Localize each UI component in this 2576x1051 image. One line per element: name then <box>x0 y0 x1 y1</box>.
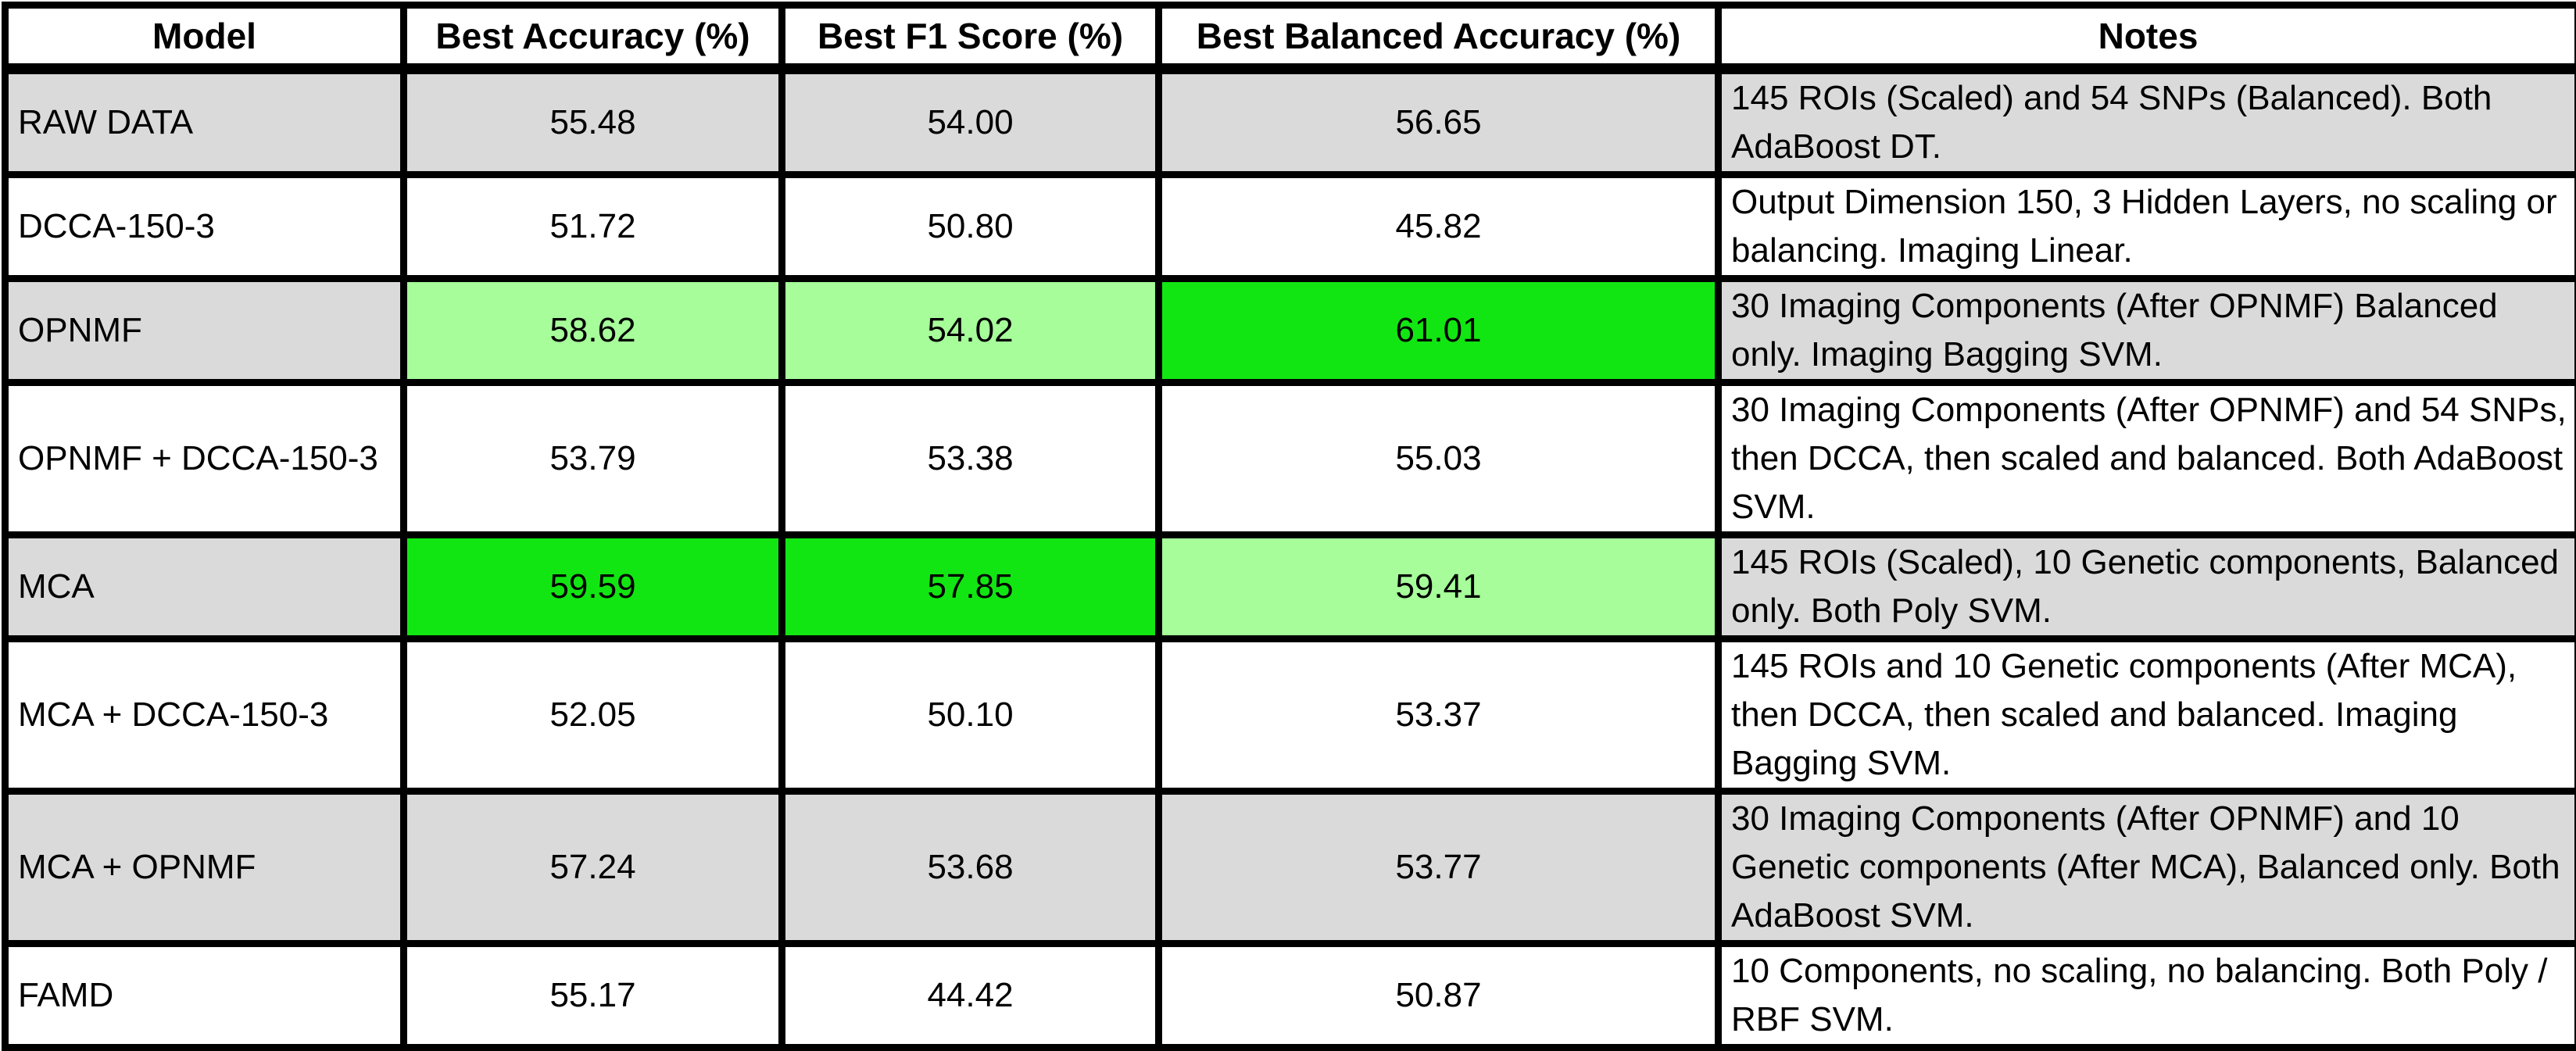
table-header: Model Best Accuracy (%) Best F1 Score (%… <box>5 5 2576 70</box>
f1-cell: 54.02 <box>782 279 1159 383</box>
f1-cell: 57.85 <box>782 535 1159 639</box>
f1-cell: 54.00 <box>782 69 1159 175</box>
notes-cell: 30 Imaging Components (After OPNMF) and … <box>1719 383 2576 535</box>
accuracy-cell: 58.62 <box>404 279 782 383</box>
notes-cell: 145 ROIs (Scaled), 10 Genetic components… <box>1719 535 2576 639</box>
notes-cell: 10 Components, no scaling, no balancing.… <box>1719 944 2576 1048</box>
f1-cell: 53.38 <box>782 383 1159 535</box>
balanced-accuracy-cell: 59.41 <box>1159 535 1719 639</box>
f1-cell: 53.68 <box>782 792 1159 944</box>
model-cell: OPNMF <box>5 279 404 383</box>
accuracy-cell: 59.59 <box>404 535 782 639</box>
header-model: Model <box>5 5 404 70</box>
notes-cell: 145 ROIs and 10 Genetic components (Afte… <box>1719 639 2576 792</box>
model-cell: FAMD <box>5 944 404 1048</box>
balanced-accuracy-cell: 56.65 <box>1159 69 1719 175</box>
notes-cell: 30 Imaging Components (After OPNMF) Bala… <box>1719 279 2576 383</box>
header-row: Model Best Accuracy (%) Best F1 Score (%… <box>5 5 2576 70</box>
table-row: DCCA-150-3 51.72 50.80 45.82 Output Dime… <box>5 175 2576 279</box>
balanced-accuracy-cell: 50.87 <box>1159 944 1719 1048</box>
accuracy-cell: 51.72 <box>404 175 782 279</box>
notes-cell: Output Dimension 150, 3 Hidden Layers, n… <box>1719 175 2576 279</box>
accuracy-cell: 57.24 <box>404 792 782 944</box>
balanced-accuracy-cell: 53.37 <box>1159 639 1719 792</box>
model-cell: RAW DATA <box>5 69 404 175</box>
header-notes: Notes <box>1719 5 2576 70</box>
model-cell: MCA + DCCA-150-3 <box>5 639 404 792</box>
table-row: RAW DATA 55.48 54.00 56.65 145 ROIs (Sca… <box>5 69 2576 175</box>
table-row: OPNMF + DCCA-150-3 53.79 53.38 55.03 30 … <box>5 383 2576 535</box>
f1-cell: 44.42 <box>782 944 1159 1048</box>
accuracy-cell: 53.79 <box>404 383 782 535</box>
table-row: OPNMF 58.62 54.02 61.01 30 Imaging Compo… <box>5 279 2576 383</box>
header-balanced-accuracy: Best Balanced Accuracy (%) <box>1159 5 1719 70</box>
table-body: RAW DATA 55.48 54.00 56.65 145 ROIs (Sca… <box>5 69 2576 1048</box>
model-cell: OPNMF + DCCA-150-3 <box>5 383 404 535</box>
model-cell: MCA + OPNMF <box>5 792 404 944</box>
balanced-accuracy-cell: 55.03 <box>1159 383 1719 535</box>
f1-cell: 50.10 <box>782 639 1159 792</box>
accuracy-cell: 52.05 <box>404 639 782 792</box>
model-cell: DCCA-150-3 <box>5 175 404 279</box>
notes-cell: 30 Imaging Components (After OPNMF) and … <box>1719 792 2576 944</box>
model-cell: MCA <box>5 535 404 639</box>
header-f1: Best F1 Score (%) <box>782 5 1159 70</box>
table-row: MCA + OPNMF 57.24 53.68 53.77 30 Imaging… <box>5 792 2576 944</box>
notes-cell: 145 ROIs (Scaled) and 54 SNPs (Balanced)… <box>1719 69 2576 175</box>
f1-cell: 50.80 <box>782 175 1159 279</box>
table-row: MCA 59.59 57.85 59.41 145 ROIs (Scaled),… <box>5 535 2576 639</box>
table-row: FAMD 55.17 44.42 50.87 10 Components, no… <box>5 944 2576 1048</box>
balanced-accuracy-cell: 61.01 <box>1159 279 1719 383</box>
balanced-accuracy-cell: 45.82 <box>1159 175 1719 279</box>
accuracy-cell: 55.48 <box>404 69 782 175</box>
header-accuracy: Best Accuracy (%) <box>404 5 782 70</box>
balanced-accuracy-cell: 53.77 <box>1159 792 1719 944</box>
accuracy-cell: 55.17 <box>404 944 782 1048</box>
table-row: MCA + DCCA-150-3 52.05 50.10 53.37 145 R… <box>5 639 2576 792</box>
